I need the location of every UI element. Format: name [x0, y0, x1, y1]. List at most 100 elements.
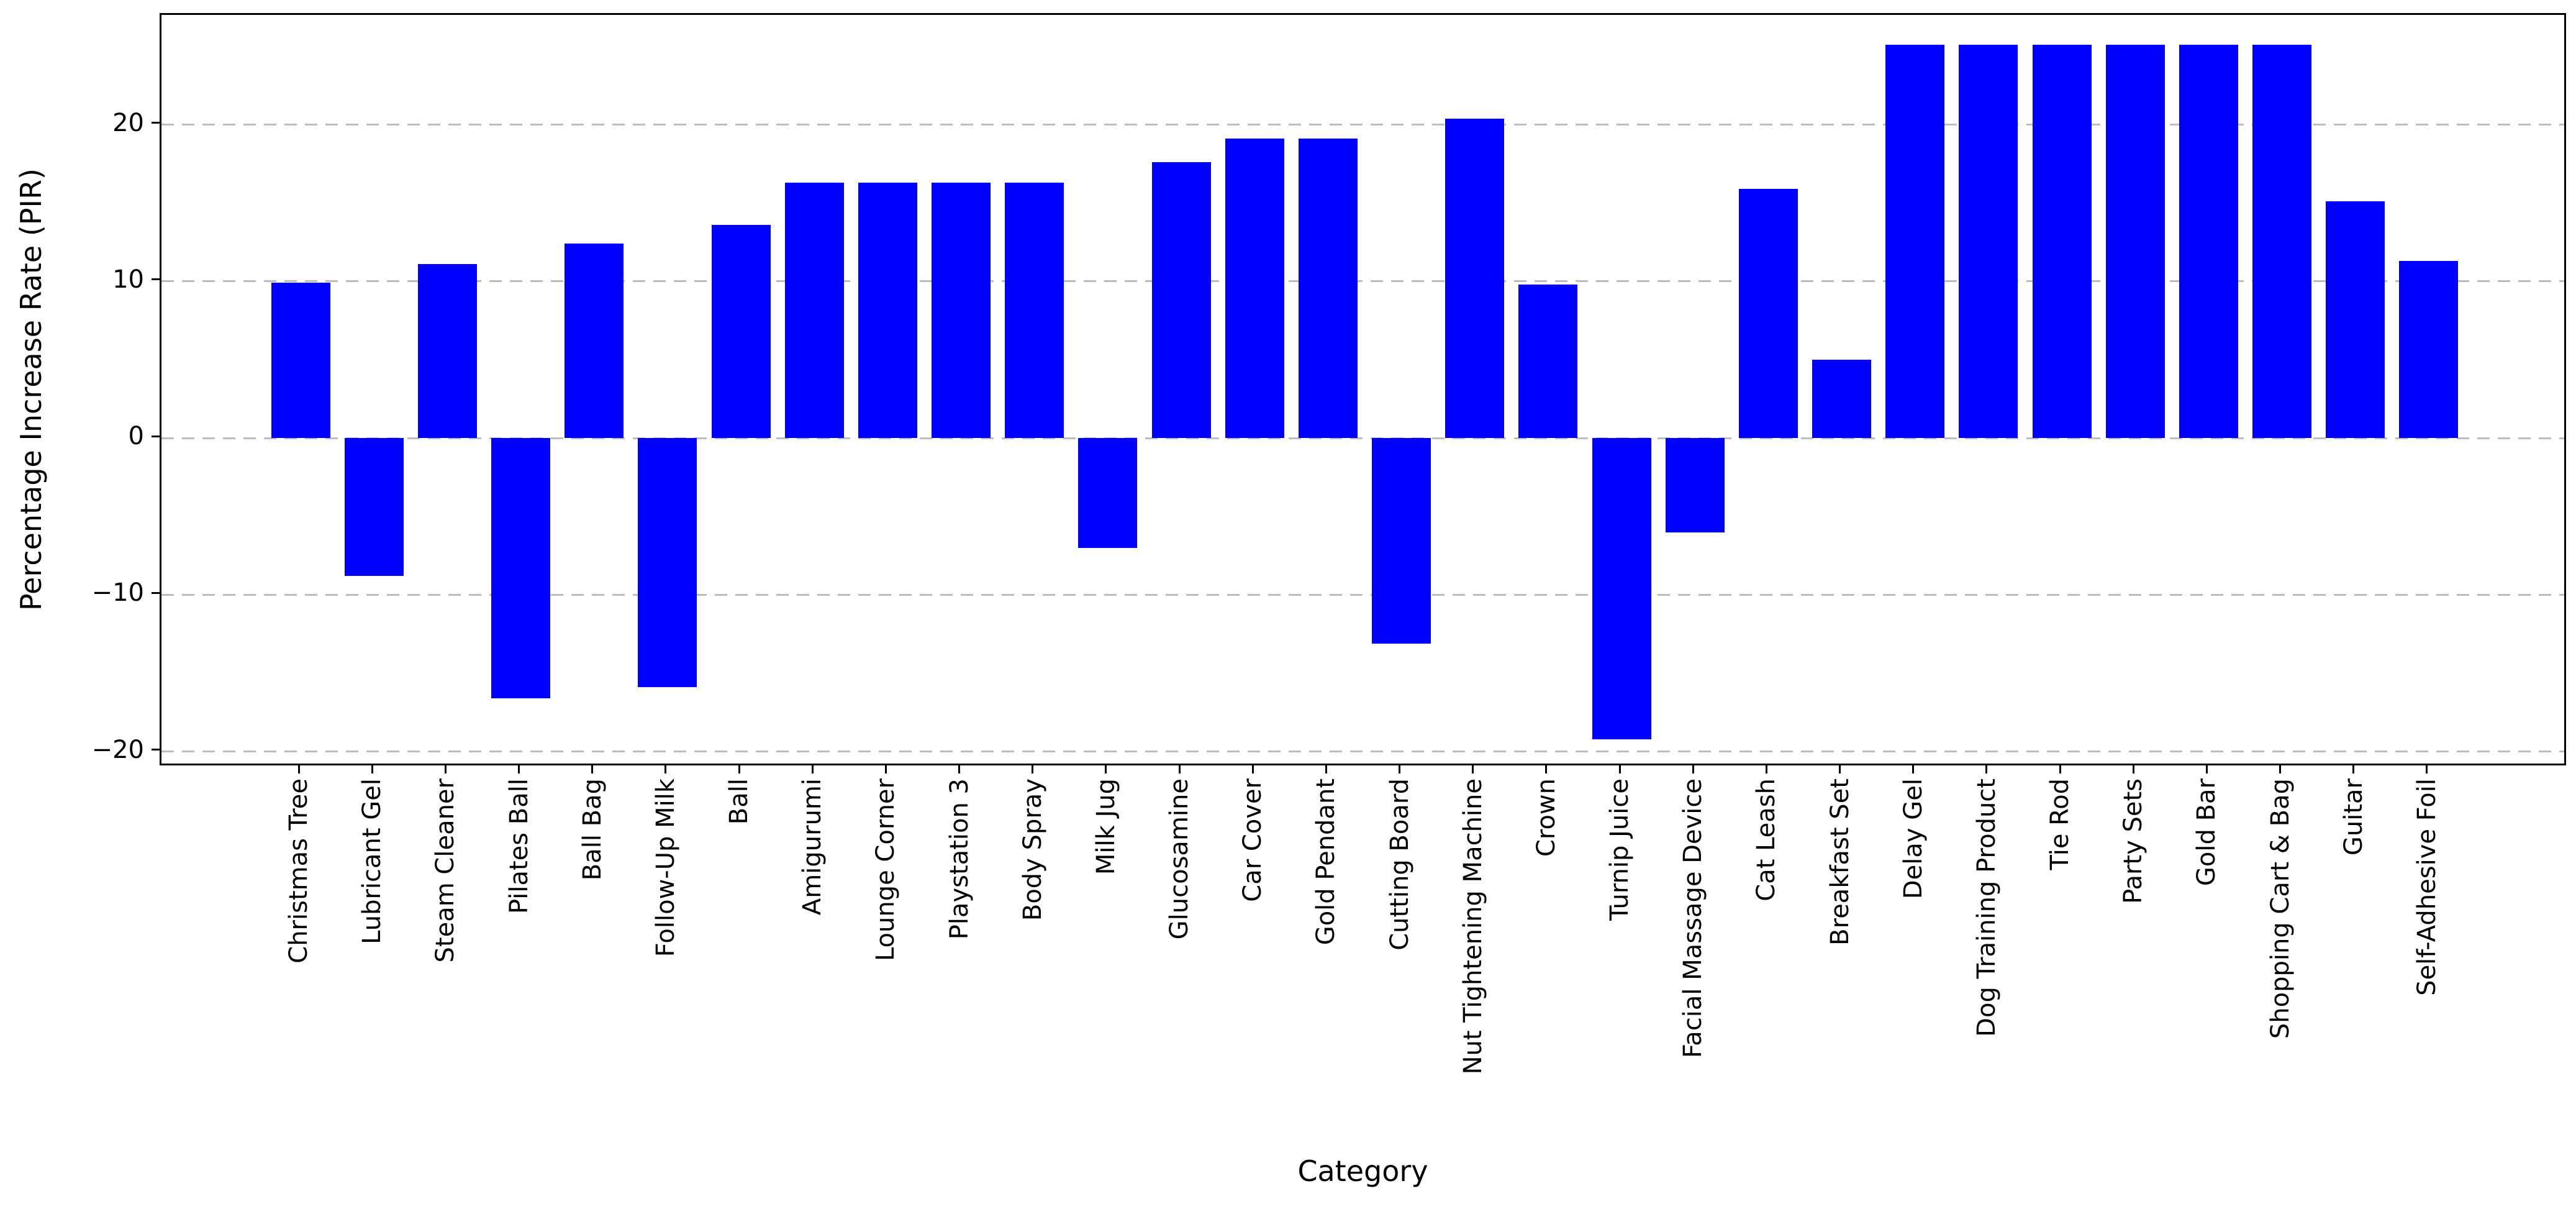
y-tick-mark — [152, 749, 160, 751]
bar — [711, 225, 771, 439]
x-tick-label: Party Sets — [2119, 778, 2148, 904]
bar — [1298, 139, 1358, 439]
gridline-y-10 — [161, 280, 2564, 283]
x-tick-mark — [884, 765, 887, 773]
x-tick-mark — [1399, 765, 1401, 773]
x-tick-mark — [1032, 765, 1034, 773]
x-tick-label: Body Spray — [1018, 778, 1047, 921]
bar — [1078, 438, 1138, 548]
bar — [344, 438, 404, 577]
x-tick-label: Breakfast Set — [1825, 778, 1854, 946]
y-axis-title: Percentage Increase Rate (PIR) — [14, 168, 48, 611]
x-tick-label: Lubricant Gel — [358, 778, 387, 944]
x-tick-mark — [1545, 765, 1548, 773]
bar — [1592, 438, 1651, 739]
y-tick-mark — [152, 435, 160, 437]
x-tick-mark — [2059, 765, 2061, 773]
bar — [417, 264, 477, 439]
y-tick-mark — [152, 278, 160, 281]
plot-area — [160, 13, 2566, 765]
bar — [565, 244, 624, 439]
bar — [638, 438, 697, 688]
x-tick-mark — [738, 765, 740, 773]
x-tick-label: Nut Tightening Machine — [1458, 778, 1487, 1075]
bar — [1812, 360, 1872, 439]
x-tick-label: Cutting Board — [1385, 778, 1414, 951]
x-tick-mark — [1912, 765, 1915, 773]
x-tick-label: Shopping Cart & Bag — [2265, 778, 2295, 1039]
x-tick-mark — [1765, 765, 1767, 773]
x-tick-label: Facial Massage Device — [1679, 778, 1708, 1059]
x-tick-mark — [1251, 765, 1254, 773]
x-tick-label: Crown — [1531, 778, 1561, 857]
bar — [1518, 284, 1578, 439]
x-tick-mark — [2132, 765, 2134, 773]
x-tick-mark — [297, 765, 300, 773]
bar — [858, 182, 917, 439]
x-tick-mark — [958, 765, 961, 773]
x-tick-label: Ball — [725, 778, 754, 825]
bar — [1005, 182, 1064, 439]
y-tick-label: 10 — [112, 265, 144, 294]
x-tick-mark — [2352, 765, 2355, 773]
bar — [784, 182, 844, 439]
y-tick-label: 0 — [128, 422, 144, 451]
x-tick-label: Delay Gel — [1898, 778, 1928, 900]
x-tick-label: Playstation 3 — [945, 778, 974, 940]
x-tick-mark — [2279, 765, 2282, 773]
x-tick-label: Ball Bag — [578, 778, 607, 881]
x-tick-mark — [1325, 765, 1327, 773]
gridline-y-0 — [161, 437, 2564, 439]
bar — [1445, 118, 1505, 439]
bar — [2399, 261, 2459, 439]
bar — [1372, 438, 1431, 644]
x-tick-label: Tie Rod — [2046, 778, 2075, 870]
y-tick-mark — [152, 591, 160, 594]
bar — [1225, 139, 1284, 439]
x-tick-mark — [518, 765, 520, 773]
x-tick-label: Self-Adhesive Foil — [2412, 778, 2441, 996]
gridline-y-20 — [161, 124, 2564, 126]
x-tick-label: Car Cover — [1238, 778, 1268, 902]
x-tick-label: Gold Bar — [2192, 778, 2221, 887]
bar — [932, 182, 991, 439]
x-tick-label: Turnip Juice — [1605, 778, 1635, 921]
x-tick-mark — [1178, 765, 1181, 773]
x-tick-label: Dog Training Product — [1972, 778, 2001, 1037]
x-tick-mark — [444, 765, 447, 773]
bar — [2179, 44, 2238, 439]
x-tick-label: Lounge Corner — [871, 778, 900, 962]
x-tick-mark — [371, 765, 373, 773]
x-tick-mark — [2426, 765, 2428, 773]
x-tick-mark — [2205, 765, 2208, 773]
x-tick-label: Christmas Tree — [284, 778, 314, 964]
x-tick-label: Pilates Ball — [504, 778, 533, 915]
x-tick-label: Milk Jug — [1091, 778, 1120, 875]
bar — [1151, 162, 1211, 439]
x-tick-mark — [664, 765, 667, 773]
gridline-y--10 — [161, 593, 2564, 596]
bar — [1738, 189, 1798, 439]
y-tick-mark — [152, 122, 160, 124]
y-tick-label: −20 — [91, 735, 144, 764]
x-tick-label: Cat Leash — [1752, 778, 1781, 901]
x-tick-label: Glucosamine — [1165, 778, 1194, 940]
x-tick-mark — [1618, 765, 1621, 773]
x-tick-label: Amigurumi — [798, 778, 827, 916]
bar — [1885, 44, 1945, 439]
bar — [1959, 44, 2018, 439]
x-tick-label: Guitar — [2339, 778, 2368, 856]
x-tick-mark — [1985, 765, 1988, 773]
bar — [271, 283, 330, 439]
y-tick-label: 20 — [112, 108, 144, 137]
y-tick-label: −10 — [91, 578, 144, 608]
bar — [2326, 201, 2385, 439]
bar — [2032, 44, 2092, 439]
x-tick-mark — [1692, 765, 1694, 773]
x-tick-label: Steam Cleaner — [431, 778, 460, 963]
bar — [2105, 44, 2165, 439]
x-tick-label: Gold Pendant — [1312, 778, 1341, 946]
x-tick-mark — [1105, 765, 1107, 773]
x-tick-mark — [591, 765, 594, 773]
